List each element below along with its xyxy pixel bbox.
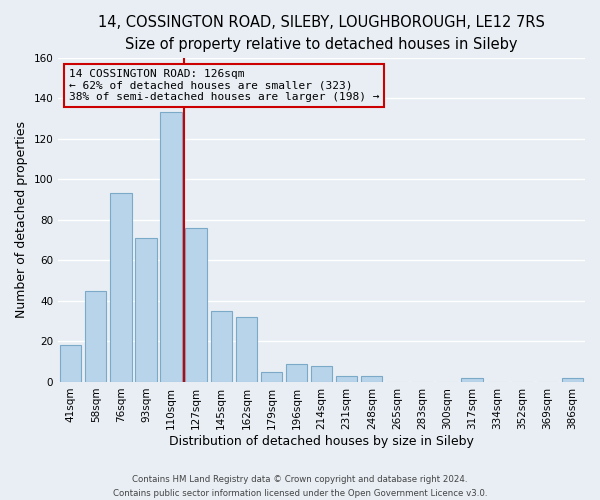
Title: 14, COSSINGTON ROAD, SILEBY, LOUGHBOROUGH, LE12 7RS
Size of property relative to: 14, COSSINGTON ROAD, SILEBY, LOUGHBOROUG… xyxy=(98,15,545,52)
X-axis label: Distribution of detached houses by size in Sileby: Distribution of detached houses by size … xyxy=(169,434,474,448)
Bar xyxy=(110,194,131,382)
Text: 14 COSSINGTON ROAD: 126sqm
← 62% of detached houses are smaller (323)
38% of sem: 14 COSSINGTON ROAD: 126sqm ← 62% of deta… xyxy=(69,69,379,102)
Y-axis label: Number of detached properties: Number of detached properties xyxy=(15,121,28,318)
Bar xyxy=(261,372,282,382)
Bar xyxy=(286,364,307,382)
Bar xyxy=(136,238,157,382)
Text: Contains HM Land Registry data © Crown copyright and database right 2024.
Contai: Contains HM Land Registry data © Crown c… xyxy=(113,476,487,498)
Bar xyxy=(461,378,483,382)
Bar xyxy=(85,290,106,382)
Bar xyxy=(211,311,232,382)
Bar xyxy=(160,112,182,382)
Bar xyxy=(361,376,382,382)
Bar xyxy=(336,376,358,382)
Bar xyxy=(60,346,82,382)
Bar xyxy=(311,366,332,382)
Bar xyxy=(185,228,207,382)
Bar xyxy=(562,378,583,382)
Bar xyxy=(236,317,257,382)
